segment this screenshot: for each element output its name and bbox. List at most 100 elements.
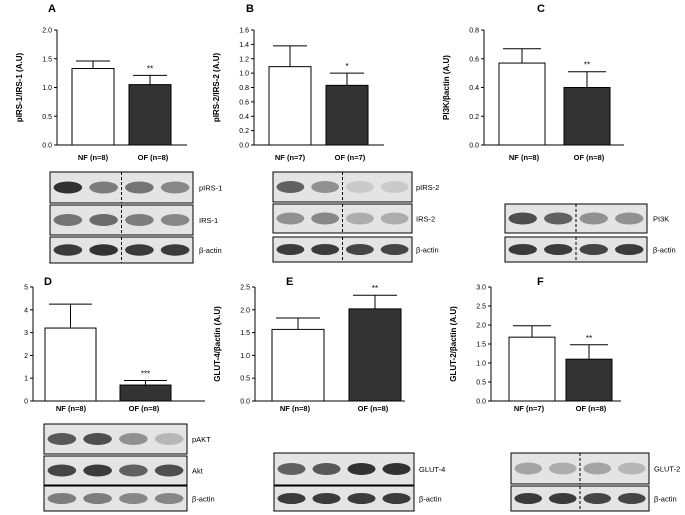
category-label: OF (n=8) <box>129 404 160 413</box>
significance-marker: *** <box>141 369 150 378</box>
blot-band <box>311 181 340 193</box>
y-tick-label: 1.5 <box>476 342 486 349</box>
significance-marker: ** <box>372 284 378 293</box>
y-tick-label: 1.6 <box>239 28 249 35</box>
blot-label: β-actin <box>192 495 215 504</box>
blot-band <box>53 214 83 226</box>
panel-f: F 0.0 0.5 1.0 1.5 2.0 2.5 3.0 GLUT-2/βactin (A.U… <box>449 276 680 512</box>
bar-of <box>565 358 613 402</box>
panel-a: A 0.0 0.5 1.0 1.5 2.0 pIRS-1/IRS-1 (A.U) NF (n=… <box>15 3 222 264</box>
y-tick-label: 0.5 <box>42 114 52 121</box>
bar-of <box>563 87 611 146</box>
panel-letter: B <box>246 3 254 15</box>
blot-band <box>345 244 374 255</box>
y-tick-label: 1.4 <box>239 42 249 49</box>
blot-band <box>277 463 306 475</box>
y-tick-label: 1.0 <box>476 361 486 368</box>
blot-band <box>514 462 543 475</box>
blot-band <box>382 493 411 504</box>
y-tick-label: 1 <box>24 376 28 383</box>
blot-label: IRS-2 <box>416 215 435 224</box>
panel-c: C 0.0 0.2 0.4 0.6 0.8 PI3K/βactin (A.U) NF (n=8… <box>442 3 676 263</box>
blot-band <box>312 463 341 475</box>
y-tick-label: 2.5 <box>476 304 486 311</box>
category-label: OF (n=8) <box>574 153 605 162</box>
blot-band <box>548 462 577 475</box>
y-axis-label: pIRS-1/IRS-1 (A.U) <box>15 53 24 123</box>
blot-band <box>160 181 190 194</box>
y-tick-label: 2 <box>24 353 28 360</box>
y-tick-label: 0.6 <box>469 56 479 63</box>
blot-band <box>83 464 112 477</box>
blot-band <box>583 493 612 504</box>
blot-band <box>579 212 608 225</box>
panel-letter: F <box>537 276 544 288</box>
y-axis-label: GLUT-2/βactin (A.U) <box>449 306 458 382</box>
y-tick-label: 0.0 <box>469 143 479 150</box>
blot-band <box>119 433 148 445</box>
y-axis-label: GLUT-4/βactin (A.U) <box>213 306 222 382</box>
panel-d: D012345pAkt/Akt (A.U)NF (n=8)***OF (n=8)… <box>24 276 215 512</box>
bar-nf <box>44 327 97 402</box>
blot-band <box>276 212 305 225</box>
blot-band <box>276 181 305 193</box>
blot-band <box>154 464 184 477</box>
blot-label: Akt <box>192 467 204 476</box>
y-tick-label: 3.0 <box>476 285 486 292</box>
blot-band <box>125 214 154 226</box>
significance-marker: ** <box>586 334 592 343</box>
blot-band <box>617 462 646 475</box>
category-label: NF (n=8) <box>509 153 540 162</box>
blot-band <box>548 493 577 504</box>
blot-band <box>617 493 646 504</box>
blot-band <box>125 181 154 194</box>
blot-band <box>583 462 612 475</box>
blot-band <box>154 433 184 445</box>
blot-band <box>53 181 83 194</box>
blot-band <box>347 493 376 504</box>
bar-of <box>128 84 172 146</box>
bar-nf <box>271 328 325 402</box>
category-label: OF (n=8) <box>358 404 389 413</box>
category-label: NF (n=8) <box>78 153 109 162</box>
blot-label: pIRS-1 <box>199 184 222 193</box>
blot-band <box>160 244 190 256</box>
blot-band <box>47 433 77 445</box>
blot-band <box>615 244 644 255</box>
y-tick-label: 1.0 <box>42 85 52 92</box>
blot-band <box>312 493 341 504</box>
y-tick-label: 1.5 <box>240 330 250 337</box>
blot-label: pAKT <box>192 435 211 444</box>
blot-label: IRS-1 <box>199 216 218 225</box>
y-tick-label: 0.5 <box>476 380 486 387</box>
blot-band <box>514 493 543 504</box>
blot-label: β-actin <box>419 495 442 504</box>
blot-band <box>277 493 306 504</box>
y-tick-label: 4 <box>24 307 28 314</box>
significance-marker: ** <box>584 61 590 70</box>
y-tick-label: 0.4 <box>239 114 249 121</box>
blot-label: GLUT-2 <box>654 465 680 474</box>
blot-band <box>345 212 374 225</box>
category-label: NF (n=8) <box>56 404 87 413</box>
blot-band <box>508 244 537 255</box>
y-tick-label: 0.4 <box>469 85 479 92</box>
blot-label: β-actin <box>654 495 677 504</box>
bar-of <box>119 384 172 402</box>
category-label: OF (n=8) <box>576 404 607 413</box>
panel-letter: C <box>537 3 545 15</box>
y-tick-label: 0.2 <box>469 114 479 121</box>
y-tick-label: 0.8 <box>469 28 479 35</box>
blot-band <box>89 181 118 194</box>
y-tick-label: 2.0 <box>476 323 486 330</box>
blot-band <box>47 493 77 504</box>
category-label: OF (n=8) <box>138 153 169 162</box>
bar-of <box>348 308 402 402</box>
blot-band <box>160 214 190 226</box>
y-tick-label: 0.8 <box>239 85 249 92</box>
y-tick-label: 0.6 <box>239 99 249 106</box>
y-tick-label: 1.0 <box>240 353 250 360</box>
y-tick-label: 0.0 <box>476 399 486 406</box>
blot-band <box>544 244 573 255</box>
significance-marker: * <box>345 62 348 71</box>
